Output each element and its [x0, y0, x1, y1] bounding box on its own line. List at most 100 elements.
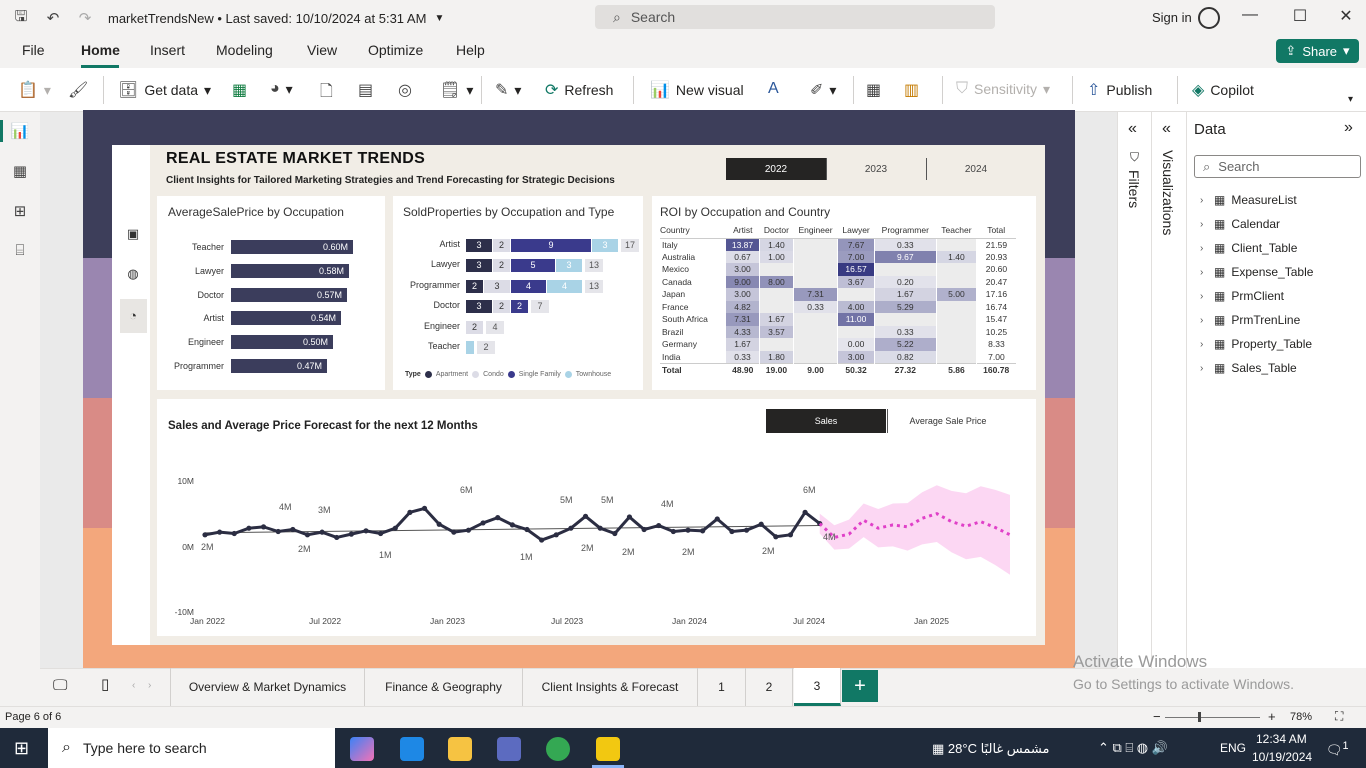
sales-point	[729, 528, 735, 535]
sensitivity-button[interactable]: ⛉ Sensitivity ▾	[956, 80, 1051, 97]
menu-modeling[interactable]: Modeling	[216, 42, 273, 58]
data-table-item[interactable]: › ▦ PrmTrenLine	[1200, 313, 1300, 327]
year-2024-button[interactable]: 2024	[964, 163, 988, 175]
sold-properties-card[interactable]	[393, 196, 643, 390]
overview-nav-icon[interactable]: ▣	[126, 226, 140, 241]
transform-button[interactable]: ✎ ▾	[495, 81, 522, 100]
geography-nav-icon[interactable]: ◍	[127, 266, 139, 281]
avatar-icon[interactable]	[1198, 7, 1220, 29]
onelake-button[interactable]: ◕ ▾	[270, 80, 293, 97]
zoom-out-icon[interactable]: −	[1153, 709, 1161, 724]
dataverse-button[interactable]: ◎	[398, 80, 412, 100]
data-table-item[interactable]: › ▦ PrmClient	[1200, 289, 1284, 303]
copilot-app-icon[interactable]	[350, 737, 374, 761]
mail-app-icon[interactable]	[400, 737, 424, 761]
language-indicator[interactable]: ENG	[1220, 741, 1247, 755]
collapse-ribbon-icon[interactable]: ▾	[1348, 94, 1354, 105]
data-search-input[interactable]: ⌕ Search	[1194, 155, 1361, 178]
table-view-icon[interactable]: ▦	[12, 163, 28, 180]
roi-cell: 3.67	[837, 275, 875, 288]
weather-widget[interactable]: ▦ 28°C مشمس غالبًا	[932, 741, 1050, 756]
menu-file[interactable]: File	[22, 42, 45, 58]
tab-page-3[interactable]: 3	[794, 668, 841, 706]
get-data-button[interactable]: 🗄 Get data ▾	[118, 81, 212, 100]
sign-in-link[interactable]: Sign in	[1152, 10, 1192, 25]
insights-nav-icon[interactable]: ◔	[129, 308, 137, 323]
tab-page-1[interactable]: 1	[698, 668, 746, 706]
copilot-button[interactable]: ◈ Copilot	[1192, 82, 1254, 99]
data-table-item[interactable]: › ▦ Property_Table	[1200, 337, 1312, 351]
tab-next-icon[interactable]: ›	[148, 680, 152, 691]
report-view-icon[interactable]: 📊	[10, 123, 30, 140]
title-dropdown-icon[interactable]: ▼	[434, 12, 445, 24]
avg-sale-price-toggle-button[interactable]: Average Sale Price	[909, 416, 987, 426]
collapse-viz-icon[interactable]: «	[1162, 120, 1171, 137]
powerbi-app-icon[interactable]	[596, 737, 620, 761]
fit-page-icon[interactable]: ⛶	[1335, 709, 1344, 723]
menu-home[interactable]: Home	[81, 42, 120, 58]
publish-button[interactable]: ⇧ Publish	[1087, 82, 1153, 99]
add-page-button[interactable]: +	[842, 670, 878, 702]
visualizations-pane[interactable]: « Visualizations	[1151, 112, 1186, 668]
text-box-button[interactable]: A	[768, 80, 779, 98]
file-explorer-icon[interactable]	[448, 737, 472, 761]
sql-button[interactable]: 🗋	[320, 80, 333, 107]
roi-cell	[759, 300, 794, 313]
new-measure-button[interactable]: ▦	[866, 80, 881, 100]
store-app-icon[interactable]	[497, 737, 521, 761]
sales-point	[202, 532, 208, 538]
desktop-layout-icon[interactable]: 🖵	[53, 677, 68, 694]
share-button[interactable]: ⇪ Share ▾	[1276, 39, 1359, 63]
tab-client-insights[interactable]: Client Insights & Forecast	[523, 668, 698, 706]
dax-view-icon[interactable]: ⌸	[15, 242, 25, 259]
windows-start-icon[interactable]: ⊞	[14, 738, 30, 758]
mobile-layout-icon[interactable]: ▯	[101, 676, 110, 693]
data-table-item[interactable]: › ▦ MeasureList	[1200, 193, 1297, 207]
tab-finance-geography[interactable]: Finance & Geography	[365, 668, 523, 706]
zoom-thumb[interactable]	[1198, 712, 1201, 722]
chrome-icon[interactable]	[546, 737, 570, 761]
quick-measure-button[interactable]: ▥	[904, 80, 919, 100]
data-pane-title: Data	[1194, 121, 1226, 138]
tray-icons[interactable]: ⌃ ⧉ ⌸ ◍ 🔊	[1098, 740, 1168, 755]
tab-page-2[interactable]: 2	[746, 668, 793, 706]
paste-button[interactable]: 📋 ▾	[18, 81, 51, 100]
save-icon[interactable]: 🖫	[14, 7, 28, 25]
close-icon[interactable]: ✕	[1339, 8, 1353, 25]
menu-insert[interactable]: Insert	[150, 42, 186, 58]
clock-time[interactable]: 12:34 AM	[1256, 732, 1307, 746]
maximize-icon[interactable]: ☐	[1292, 8, 1308, 25]
expand-data-icon[interactable]: »	[1344, 119, 1353, 136]
taskbar-search[interactable]: ⌕ Type here to search	[48, 728, 335, 768]
enter-data-button[interactable]: ▤	[358, 80, 373, 100]
search-box[interactable]: ⌕ Search	[595, 5, 995, 29]
data-table-item[interactable]: › ▦ Client_Table	[1200, 241, 1297, 255]
collapse-filters-icon[interactable]: «	[1128, 120, 1137, 137]
menu-optimize[interactable]: Optimize	[368, 42, 424, 58]
data-table-item[interactable]: › ▦ Sales_Table	[1200, 361, 1297, 375]
undo-icon[interactable]: ↶	[46, 10, 60, 27]
data-table-item[interactable]: › ▦ Expense_Table	[1200, 265, 1313, 279]
menu-view[interactable]: View	[307, 42, 338, 58]
model-view-icon[interactable]: ⊞	[13, 203, 27, 220]
new-visual-button[interactable]: 📊 New visual	[650, 82, 744, 99]
excel-button[interactable]: ▦	[232, 80, 247, 100]
filters-pane[interactable]: « ⛉ Filters	[1117, 112, 1151, 668]
notification-icon[interactable]: 🗨1	[1326, 740, 1349, 758]
tab-prev-icon[interactable]: ‹	[132, 680, 136, 691]
refresh-button[interactable]: ⟳ Refresh	[545, 82, 614, 99]
clock-date[interactable]: 10/19/2024	[1252, 750, 1313, 764]
sales-toggle-button[interactable]: Sales	[766, 409, 886, 433]
year-2022-button[interactable]: 2022	[726, 158, 826, 180]
more-visuals-button[interactable]: ✐ ▾	[810, 81, 837, 100]
redo-icon[interactable]: ↷	[78, 10, 92, 27]
format-painter-button[interactable]: 🖌	[68, 80, 88, 100]
recent-sources-button[interactable]: 🗒 ▾	[440, 81, 474, 100]
data-table-item[interactable]: › ▦ Calendar	[1200, 217, 1280, 231]
zoom-slider[interactable]	[1165, 717, 1260, 718]
year-2023-button[interactable]: 2023	[864, 163, 888, 175]
tab-overview[interactable]: Overview & Market Dynamics	[170, 668, 365, 706]
menu-help[interactable]: Help	[456, 42, 485, 58]
zoom-in-icon[interactable]: +	[1268, 709, 1276, 724]
minimize-icon[interactable]: —	[1242, 6, 1258, 23]
